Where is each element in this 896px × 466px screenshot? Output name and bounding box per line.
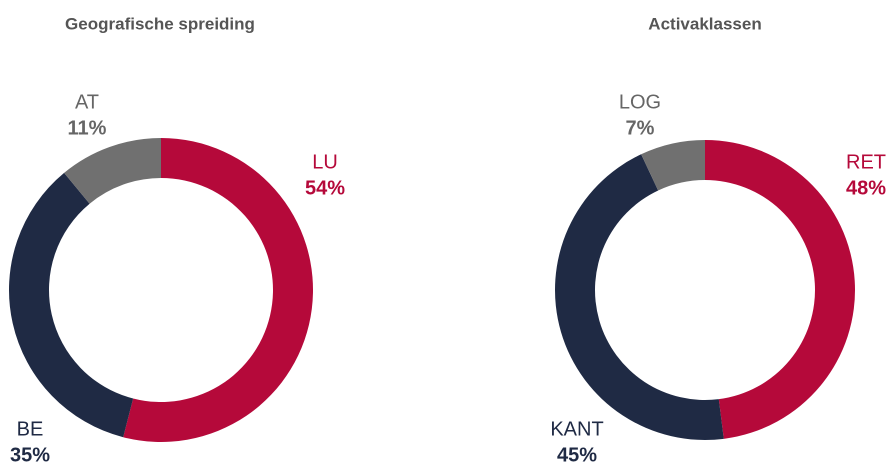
segment-label: BE	[17, 418, 44, 440]
segment-label: AT	[75, 91, 99, 113]
donut-segment	[64, 138, 161, 204]
segment-value-label: 11%	[68, 117, 107, 139]
segment-value-label: 48%	[846, 177, 886, 199]
segment-label: LU	[312, 151, 338, 173]
donut-segment	[705, 140, 856, 439]
donut-segment	[123, 138, 313, 442]
segment-value-label: 7%	[626, 117, 655, 139]
segment-value-label: 35%	[10, 444, 50, 466]
segment-value-label: 45%	[557, 444, 597, 466]
chart-title: Activaklassen	[648, 14, 761, 33]
chart-title: Geografische spreiding	[65, 14, 255, 33]
segment-label: KANT	[550, 418, 603, 440]
segment-label: RET	[846, 151, 886, 173]
donut-segment	[9, 172, 134, 438]
segment-value-label: 54%	[305, 177, 345, 199]
donut-segment	[641, 140, 705, 191]
donut-segment	[554, 154, 724, 441]
segment-label: LOG	[619, 91, 661, 113]
